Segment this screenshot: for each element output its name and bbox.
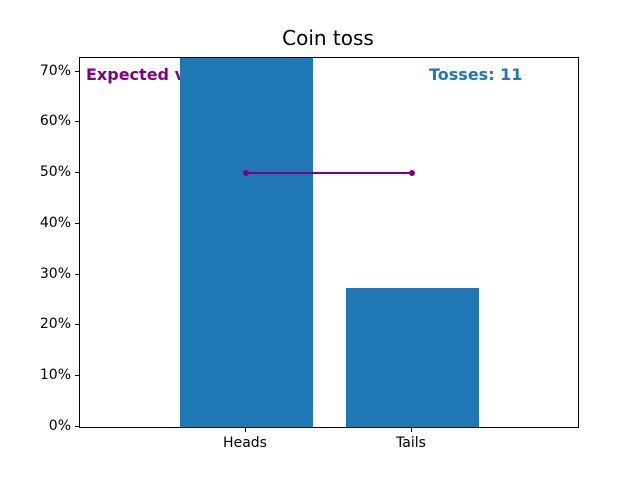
y-tick-mark-70% bbox=[75, 71, 79, 72]
x-tick-mark-tails bbox=[411, 428, 412, 432]
y-tick-label-20%: 20% bbox=[39, 316, 71, 332]
x-tick-label-tails: Tails bbox=[396, 435, 426, 451]
expected-value-marker-right bbox=[409, 170, 415, 176]
y-tick-label-10%: 10% bbox=[39, 367, 71, 383]
y-tick-label-30%: 30% bbox=[39, 266, 71, 282]
tosses-count-label: Tosses: 11 bbox=[429, 65, 523, 84]
y-tick-mark-10% bbox=[75, 375, 79, 376]
y-tick-label-60%: 60% bbox=[39, 113, 71, 129]
x-tick-label-heads: Heads bbox=[223, 435, 267, 451]
y-tick-mark-60% bbox=[75, 121, 79, 122]
y-tick-mark-30% bbox=[75, 274, 79, 275]
plot-area: Expected values Tosses: 11 bbox=[79, 57, 579, 428]
y-tick-mark-0% bbox=[75, 426, 79, 427]
expected-value-marker-left bbox=[243, 170, 249, 176]
bar-heads bbox=[179, 58, 313, 427]
expected-value-line bbox=[246, 172, 412, 174]
y-tick-label-40%: 40% bbox=[39, 215, 71, 231]
bar-tails bbox=[345, 288, 479, 427]
y-tick-label-70%: 70% bbox=[39, 63, 71, 79]
y-tick-label-50%: 50% bbox=[39, 164, 71, 180]
x-tick-mark-heads bbox=[245, 428, 246, 432]
chart-title: Coin toss bbox=[282, 26, 374, 50]
y-tick-label-0%: 0% bbox=[48, 418, 71, 434]
y-tick-mark-20% bbox=[75, 324, 79, 325]
y-tick-mark-40% bbox=[75, 223, 79, 224]
y-tick-mark-50% bbox=[75, 172, 79, 173]
